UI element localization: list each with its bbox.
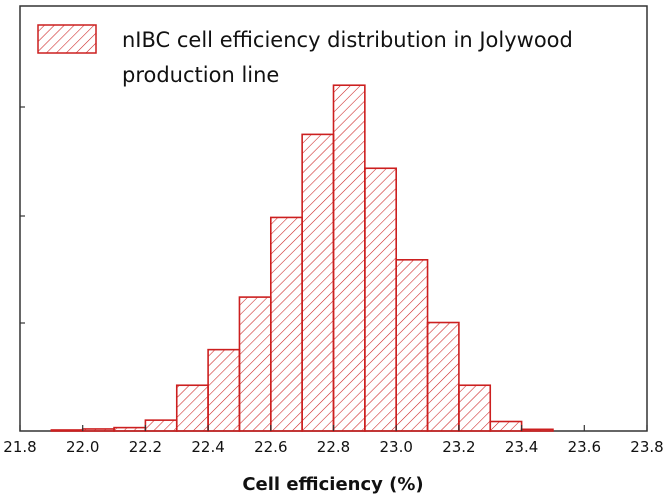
- legend-label-line1: nIBC cell efficiency distribution in Jol…: [122, 28, 573, 52]
- histogram-bar-14: [489, 420, 523, 432]
- histogram-bar-10: [364, 167, 398, 432]
- histogram-bar-15: [520, 428, 554, 432]
- histogram-bar-11: [395, 259, 429, 432]
- bar-group: [50, 84, 554, 432]
- histogram-bar-6: [238, 296, 272, 432]
- x-tick-label-5: 22.8: [317, 438, 350, 456]
- histogram-bar-7: [269, 216, 303, 432]
- histogram-bar-8: [301, 133, 335, 432]
- legend: nIBC cell efficiency distribution in Jol…: [37, 24, 573, 87]
- x-tick-label-10: 23.8: [630, 438, 663, 456]
- x-tick-label-3: 22.4: [191, 438, 224, 456]
- histogram-bar-0: [50, 429, 84, 432]
- x-tick-label-1: 22.0: [66, 438, 99, 456]
- histogram-bar-12: [426, 321, 460, 432]
- legend-swatch: [37, 24, 97, 54]
- histogram-bar-4: [175, 384, 209, 432]
- x-axis-ticks: 21.8 22.0 22.2 22.4 22.6 22.8 23.0 23.2 23.4 23.6…: [3, 425, 664, 456]
- x-tick-label-9: 23.6: [568, 438, 601, 456]
- x-tick-label-6: 23.0: [379, 438, 412, 456]
- histogram-bar-1: [81, 428, 115, 432]
- x-tick-label-8: 23.4: [505, 438, 538, 456]
- histogram-bar-2: [113, 426, 147, 432]
- x-tick-label-4: 22.6: [254, 438, 287, 456]
- histogram-bar-3: [144, 419, 178, 432]
- legend-label-line2: production line: [122, 63, 279, 87]
- y-axis-ticks: [20, 106, 25, 324]
- histogram-bar-13: [458, 384, 492, 432]
- x-tick-label-7: 23.2: [442, 438, 475, 456]
- x-axis-title: Cell efficiency (%): [242, 474, 423, 495]
- x-tick-label-0: 21.8: [3, 438, 36, 456]
- histogram-bar-5: [207, 348, 241, 432]
- x-tick-label-2: 22.2: [129, 438, 162, 456]
- histogram-bar-9: [332, 84, 366, 432]
